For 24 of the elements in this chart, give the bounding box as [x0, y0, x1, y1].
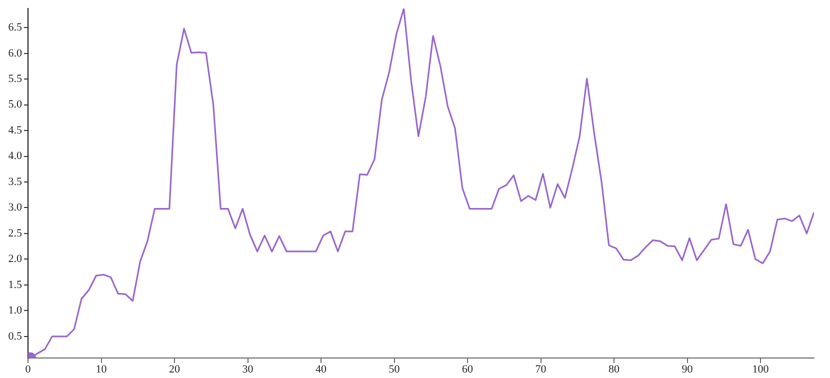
x-tick-label: 100 — [752, 363, 770, 376]
y-tick-label: 5.5 — [8, 72, 22, 85]
x-tick-label: 30 — [242, 363, 254, 376]
y-tick-label: 2.5 — [8, 227, 22, 240]
y-tick-label: 5.0 — [8, 98, 22, 111]
x-tick-label: 20 — [169, 363, 181, 376]
y-tick-label: 4.0 — [8, 150, 22, 162]
x-tick-label: 10 — [96, 363, 108, 376]
x-tick-label: 0 — [25, 363, 32, 376]
y-tick-label: 6.5 — [8, 22, 22, 34]
y-tick-label: 2.0 — [8, 253, 22, 266]
y-tick-label: 3.5 — [8, 176, 22, 188]
y-tick-label: 6.0 — [8, 47, 22, 60]
y-tick-label: 3.0 — [8, 202, 22, 214]
y-tick-label: 1.0 — [8, 304, 22, 317]
x-tick-label: 50 — [388, 363, 400, 376]
x-tick-label: 90 — [682, 363, 694, 376]
x-tick-label: 60 — [462, 363, 474, 376]
y-tick-label: 1.5 — [8, 278, 22, 291]
x-tick-label: 80 — [608, 363, 620, 376]
y-tick-label: 0.5 — [8, 330, 22, 342]
x-tick-label: 70 — [535, 363, 547, 376]
x-tick-label: 40 — [316, 363, 328, 376]
y-tick-label: 4.5 — [8, 124, 22, 136]
